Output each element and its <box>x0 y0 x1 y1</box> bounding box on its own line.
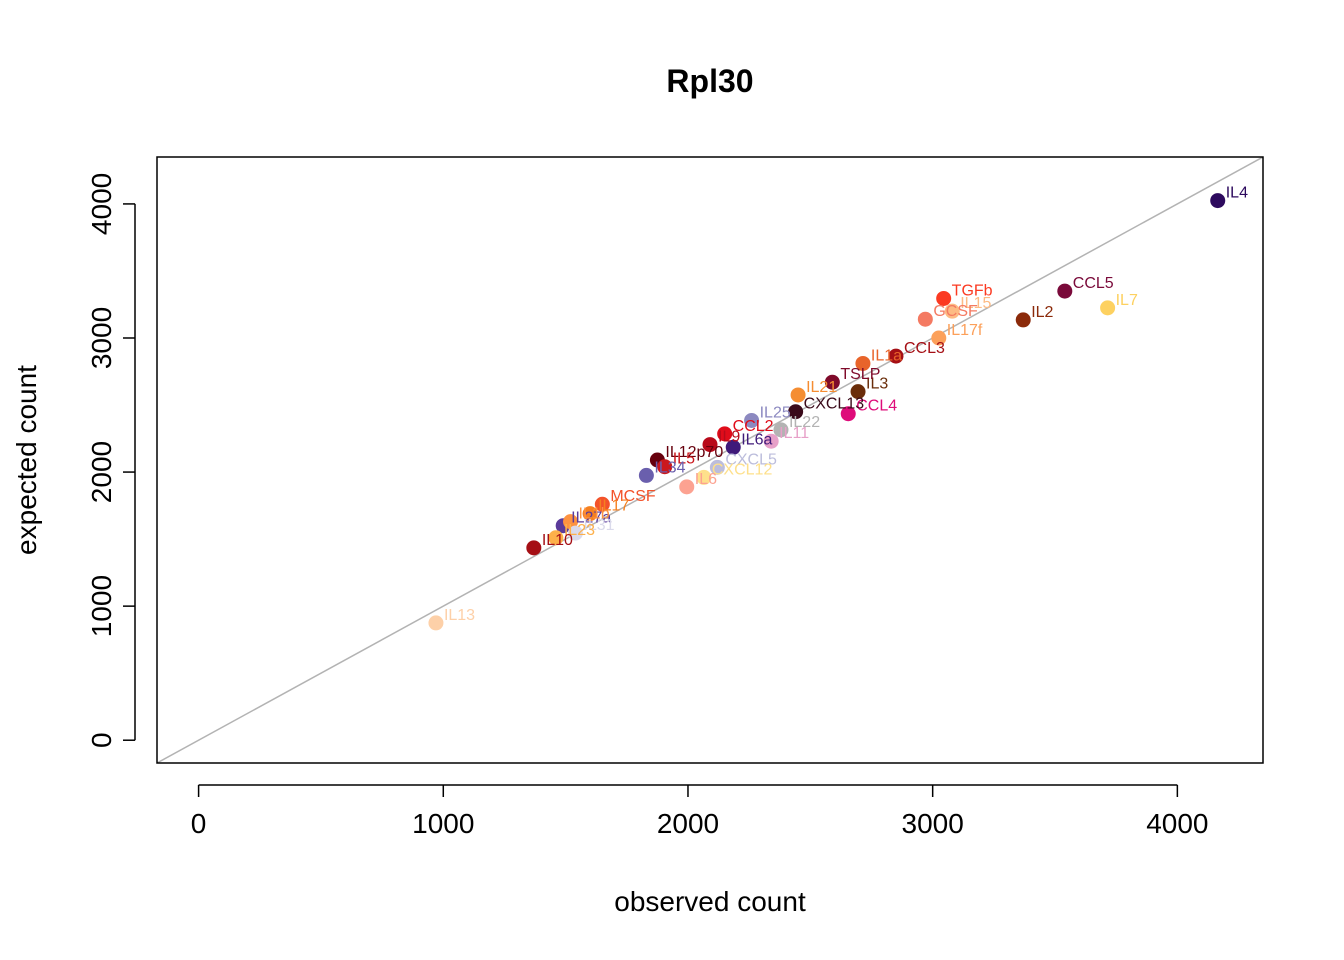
data-point <box>1016 312 1031 327</box>
data-point <box>1057 284 1072 299</box>
data-label: CXCL13 <box>804 396 865 413</box>
data-point <box>639 468 654 483</box>
data-label: IL11 <box>779 425 809 442</box>
data-label: IL7 <box>1116 292 1138 309</box>
axes: 0 1000 2000 3000 4000 0 1000 2000 3000 4000 <box>86 157 1263 839</box>
data-label: IL17f <box>947 322 983 339</box>
y-tick-label: 4000 <box>86 173 117 235</box>
data-label: IL13 <box>444 607 475 624</box>
data-label: IL2 <box>1031 304 1053 321</box>
data-label: GCSF <box>933 303 978 320</box>
data-label: CXCL12 <box>712 461 773 478</box>
data-point <box>918 312 933 327</box>
data-label: IL10 <box>542 532 573 549</box>
data-label: IL1a <box>871 347 902 364</box>
x-axis: 0 1000 2000 3000 4000 <box>191 785 1209 839</box>
y-tick-label: 1000 <box>86 575 117 637</box>
data-label: CCL3 <box>904 340 945 357</box>
data-label: IL21 <box>806 379 837 396</box>
data-point <box>1210 193 1225 208</box>
x-tick-label: 0 <box>191 808 207 839</box>
data-label: CCL5 <box>1073 275 1114 292</box>
x-tick-label: 2000 <box>657 808 719 839</box>
data-label: TSLP <box>840 366 880 383</box>
data-point <box>428 615 443 630</box>
data-label: IL6 <box>695 471 717 488</box>
data-point <box>679 479 694 494</box>
data-label: IL4 <box>1226 185 1248 202</box>
y-tick-label: 2000 <box>86 441 117 503</box>
data-label: IL34 <box>654 459 685 476</box>
x-axis-label: observed count <box>614 886 806 917</box>
data-point <box>1100 300 1115 315</box>
y-axis: 0 1000 2000 3000 4000 <box>86 173 135 748</box>
y-tick-label: 3000 <box>86 307 117 369</box>
chart-title: Rpl30 <box>666 63 753 99</box>
data-label: IL6a <box>741 431 772 448</box>
x-tick-label: 1000 <box>412 808 474 839</box>
y-axis-label: expected count <box>11 365 42 555</box>
data-point <box>526 540 541 555</box>
x-tick-label: 3000 <box>902 808 964 839</box>
y-tick-label: 0 <box>86 732 117 748</box>
x-tick-label: 4000 <box>1146 808 1208 839</box>
